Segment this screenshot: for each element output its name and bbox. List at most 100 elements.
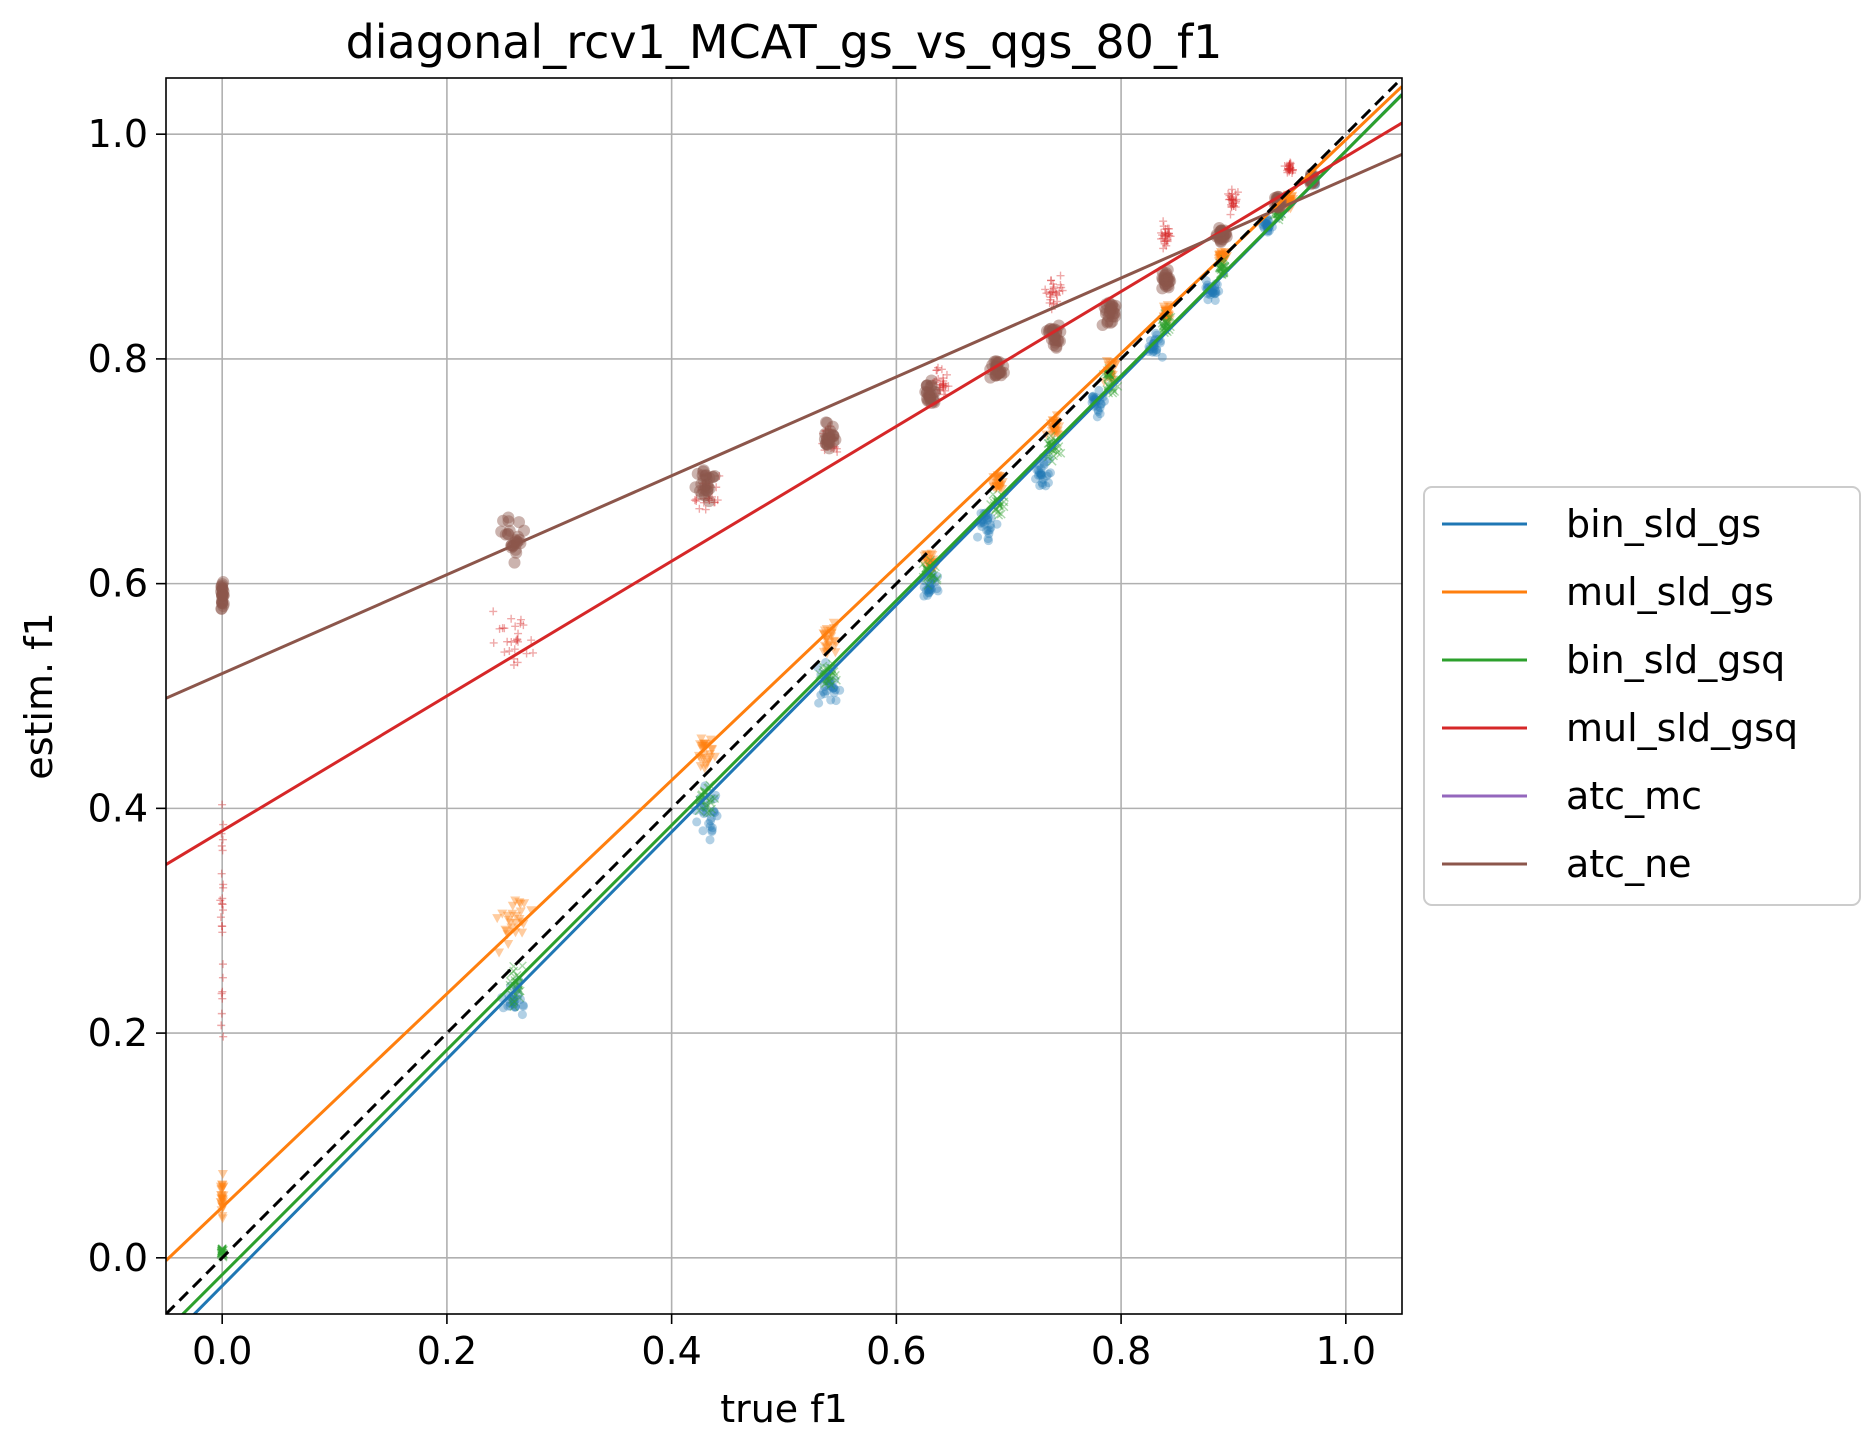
data-point <box>985 520 995 530</box>
data-point <box>830 648 841 658</box>
data-point <box>818 647 829 657</box>
data-point <box>920 386 933 399</box>
data-point <box>711 790 721 800</box>
data-point <box>1286 166 1295 174</box>
data-point <box>820 438 833 451</box>
data-point <box>1166 312 1176 322</box>
data-point <box>702 481 715 494</box>
data-point <box>1215 263 1225 273</box>
data-point <box>513 516 526 529</box>
data-point <box>923 392 936 405</box>
data-point <box>919 385 932 398</box>
data-point <box>830 442 839 451</box>
data-point <box>1100 304 1113 317</box>
data-point <box>1164 229 1173 238</box>
data-point <box>1039 460 1049 470</box>
data-point <box>707 827 717 837</box>
data-point <box>699 739 710 749</box>
data-point <box>217 599 230 612</box>
data-point <box>1096 319 1109 332</box>
data-point <box>1203 295 1213 305</box>
data-point <box>819 429 828 438</box>
data-point <box>508 999 518 1009</box>
data-point <box>216 1199 227 1209</box>
data-point <box>699 479 712 492</box>
data-point <box>704 819 714 829</box>
data-point <box>933 389 942 398</box>
data-point <box>218 987 227 996</box>
data-point <box>1161 229 1170 238</box>
data-point <box>828 442 837 451</box>
data-point <box>218 846 227 855</box>
data-point <box>1160 277 1173 290</box>
data-point <box>990 368 1003 381</box>
data-point <box>821 686 831 696</box>
data-point <box>510 896 521 906</box>
data-point <box>1159 278 1172 291</box>
data-point <box>1035 470 1045 480</box>
data-point <box>989 369 1002 382</box>
data-point <box>695 478 708 491</box>
data-point <box>495 525 508 538</box>
data-point <box>1261 218 1271 228</box>
data-point <box>216 1193 227 1203</box>
data-point <box>988 490 998 500</box>
data-point <box>1159 274 1172 287</box>
data-point <box>1160 237 1169 246</box>
data-point <box>1225 195 1234 204</box>
data-point <box>996 480 1007 490</box>
data-point <box>701 803 711 813</box>
data-point <box>820 432 829 441</box>
data-point <box>1106 372 1117 382</box>
data-point <box>500 624 509 633</box>
data-point <box>1227 202 1236 211</box>
data-point <box>994 482 1005 492</box>
data-point <box>820 689 830 699</box>
data-point <box>1201 276 1211 286</box>
data-point <box>823 436 836 449</box>
data-point <box>928 555 939 565</box>
data-point <box>1108 307 1121 320</box>
data-point <box>697 741 708 751</box>
data-point <box>999 502 1009 512</box>
data-point <box>1225 191 1234 200</box>
data-point <box>928 385 941 398</box>
data-point <box>826 441 835 450</box>
data-point <box>512 994 522 1004</box>
data-point <box>215 579 228 592</box>
data-point <box>992 474 1003 484</box>
data-point <box>515 907 526 917</box>
data-point <box>1050 426 1061 436</box>
data-point <box>217 589 230 602</box>
data-point <box>1156 282 1169 295</box>
data-point <box>1161 231 1170 240</box>
data-point <box>219 1032 228 1041</box>
data-point <box>218 1182 229 1192</box>
data-point <box>696 741 707 751</box>
data-point <box>986 513 996 523</box>
data-point <box>825 626 836 636</box>
data-point <box>1049 336 1062 349</box>
data-point <box>993 507 1003 517</box>
data-point <box>1046 426 1057 436</box>
data-point <box>821 643 832 653</box>
data-point <box>937 365 946 374</box>
data-point <box>1233 188 1242 197</box>
data-point <box>994 365 1007 378</box>
data-point <box>923 391 936 404</box>
data-point <box>826 420 839 433</box>
data-point <box>1162 236 1171 245</box>
data-point <box>1160 273 1173 286</box>
data-point <box>1285 167 1294 176</box>
data-point <box>922 590 932 600</box>
data-point <box>1285 196 1296 206</box>
data-point <box>924 390 937 403</box>
data-point <box>705 835 715 845</box>
data-point <box>514 914 525 924</box>
data-point <box>1286 164 1295 173</box>
data-point <box>824 440 833 449</box>
data-point <box>922 556 933 566</box>
data-point <box>697 484 710 497</box>
data-point <box>709 752 720 762</box>
data-point <box>697 473 710 486</box>
